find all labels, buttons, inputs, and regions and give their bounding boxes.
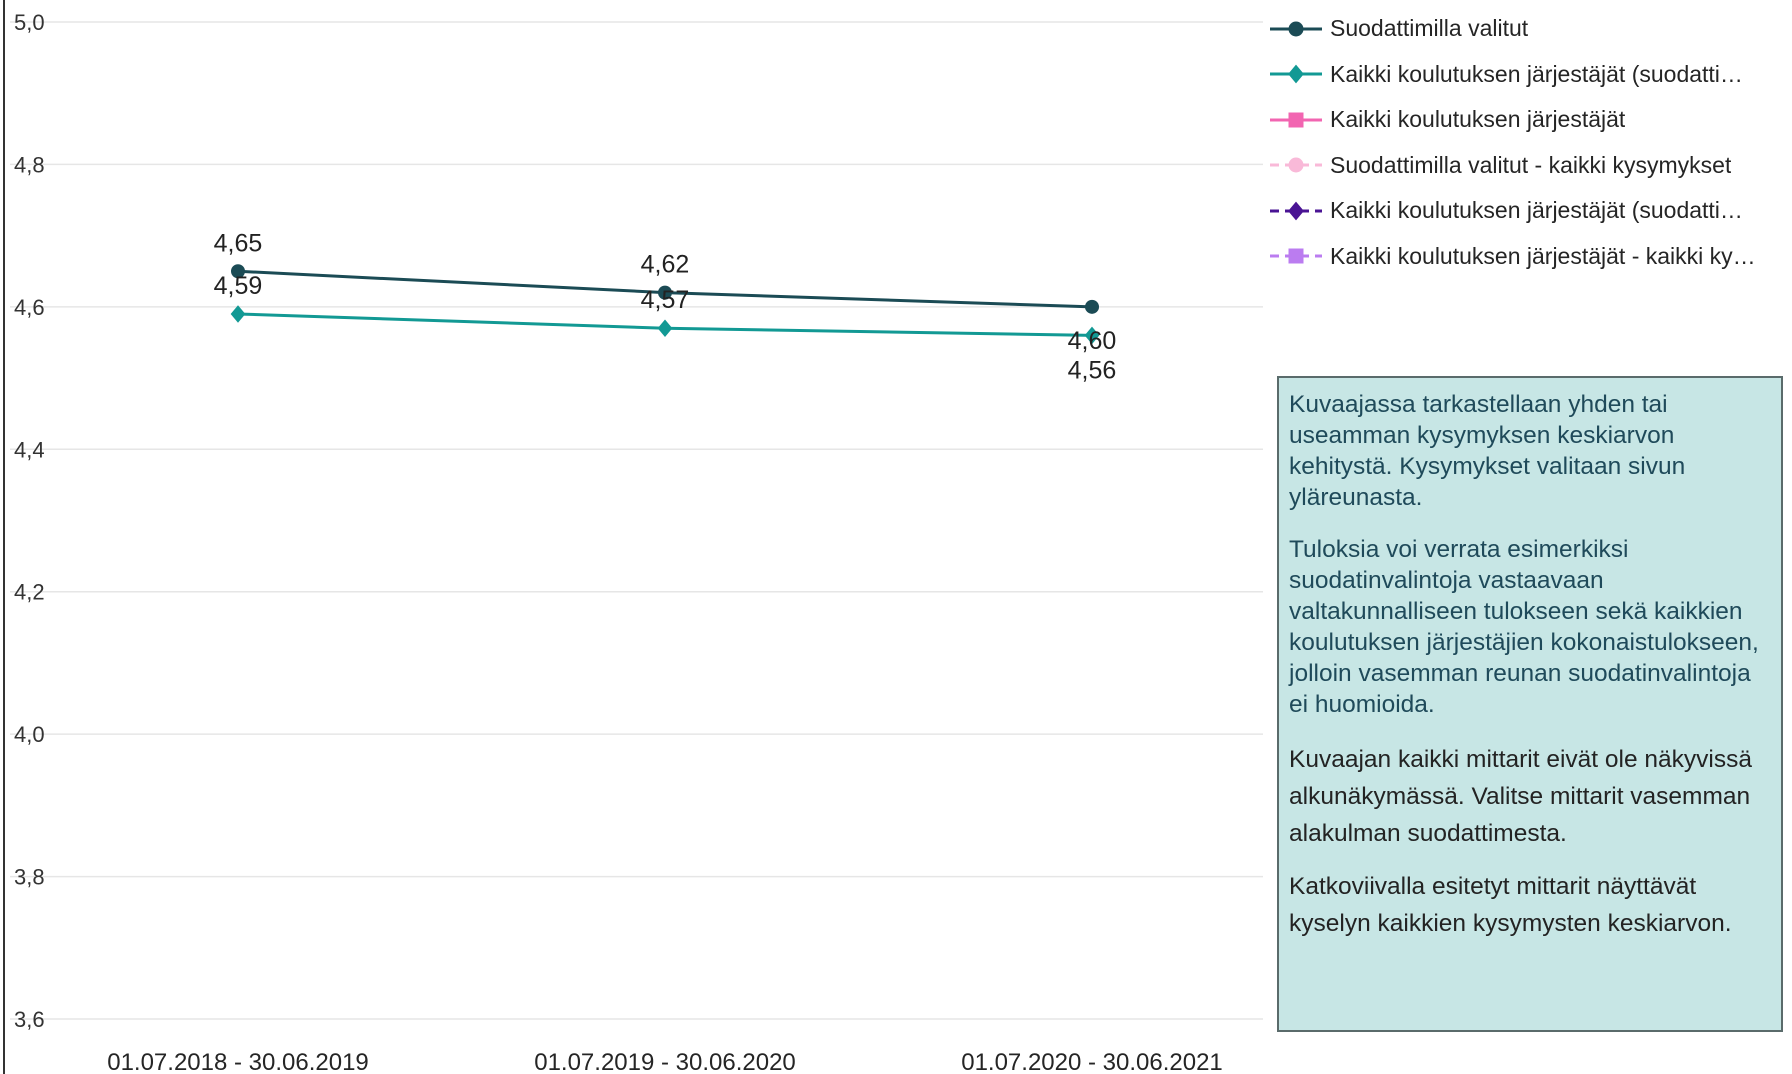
legend-swatch (1270, 201, 1322, 221)
y-axis: 5,0 4,8 4,6 4,4 4,2 4,0 3,8 3,6 (14, 10, 45, 1032)
y-tick-label: 4,0 (14, 722, 45, 747)
legend-marker (1288, 21, 1304, 37)
legend-swatch (1270, 248, 1322, 264)
data-point (230, 305, 246, 323)
legend-item-selected-all-questions[interactable]: Suodattimilla valitut - kaikki kysymykse… (1268, 143, 1788, 189)
data-label: 4,56 (1068, 356, 1117, 384)
legend-swatch (1270, 21, 1322, 37)
data-point (657, 319, 673, 337)
y-tick-label: 4,2 (14, 580, 45, 605)
data-label: 4,59 (214, 272, 263, 300)
legend-label: Suodattimilla valitut (1330, 15, 1529, 42)
data-point (1085, 299, 1099, 314)
data-labels: 4,65 4,62 4,60 4,59 4,57 4,56 (214, 229, 1117, 384)
legend-swatch (1270, 112, 1322, 128)
data-point (658, 285, 672, 300)
data-point (231, 264, 245, 279)
legend-label: Kaikki koulutuksen järjestäjät (suodatti… (1330, 197, 1743, 224)
legend-swatch (1270, 157, 1322, 173)
data-label: 4,62 (641, 251, 690, 279)
info-paragraph: Tuloksia voi verrata esimerkiksi suodati… (1289, 536, 1759, 718)
legend-swatch (1270, 64, 1322, 84)
legend-item-all-providers[interactable]: Kaikki koulutuksen järjestäjät (1268, 97, 1788, 143)
y-tick-label: 3,6 (14, 1007, 45, 1032)
legend-label: Suodattimilla valitut - kaikki kysymykse… (1330, 151, 1732, 178)
line-chart: 5,0 4,8 4,6 4,4 4,2 4,0 3,8 3,6 01.07.2018 - 30… (3, 0, 1263, 1074)
y-tick-label: 4,6 (14, 295, 45, 320)
info-paragraph: Katkoviivalla esitetyt mittarit näyttävä… (1289, 873, 1732, 937)
y-tick-label: 3,8 (14, 865, 45, 890)
y-tick-label: 4,8 (14, 152, 45, 177)
legend-marker (1288, 157, 1304, 173)
legend-label: Kaikki koulutuksen järjestäjät - kaikki … (1330, 242, 1756, 269)
data-label: 4,60 (1068, 327, 1117, 355)
legend-marker (1288, 248, 1304, 264)
data-label: 4,57 (641, 286, 690, 314)
gridlines (10, 21, 1263, 1020)
info-box: Kuvaajassa tarkastellaan yhden tai useam… (1277, 376, 1783, 1032)
legend-item-all-providers-filtered-all-questions[interactable]: Kaikki koulutuksen järjestäjät (suodatti… (1268, 188, 1788, 234)
x-tick-label: 01.07.2019 - 30.06.2020 (534, 1049, 796, 1074)
legend-item-all-providers-filtered[interactable]: Kaikki koulutuksen järjestäjät (suodatti… (1268, 52, 1788, 98)
legend-marker (1288, 201, 1304, 221)
x-axis: 01.07.2018 - 30.06.2019 01.07.2019 - 30.0… (107, 1049, 1223, 1074)
series (230, 264, 1100, 345)
y-tick-label: 4,4 (14, 437, 45, 462)
y-tick-label: 5,0 (14, 10, 45, 35)
legend: Suodattimilla valitut Kaikki koulutuksen… (1268, 6, 1788, 279)
x-tick-label: 01.07.2020 - 30.06.2021 (961, 1049, 1223, 1074)
legend-marker (1288, 64, 1304, 84)
legend-item-all-providers-all-questions[interactable]: Kaikki koulutuksen järjestäjät - kaikki … (1268, 234, 1788, 280)
legend-label: Kaikki koulutuksen järjestäjät (1330, 106, 1626, 133)
legend-item-selected[interactable]: Suodattimilla valitut (1268, 6, 1788, 52)
x-tick-label: 01.07.2018 - 30.06.2019 (107, 1049, 369, 1074)
info-paragraph: Kuvaajan kaikki mittarit eivät ole näkyv… (1289, 746, 1752, 847)
legend-marker (1288, 112, 1304, 128)
legend-label: Kaikki koulutuksen järjestäjät (suodatti… (1330, 60, 1743, 87)
info-paragraph: Kuvaajassa tarkastellaan yhden tai useam… (1289, 391, 1686, 511)
data-label: 4,65 (214, 229, 263, 257)
data-point (1084, 326, 1100, 345)
